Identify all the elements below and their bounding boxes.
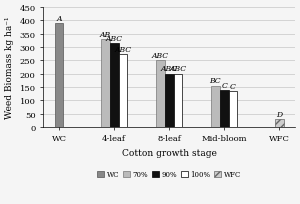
Text: BC: BC xyxy=(210,77,221,85)
Bar xyxy=(165,74,174,127)
Legend: WC, 70%, 90%, 100%, WFC: WC, 70%, 90%, 100%, WFC xyxy=(94,167,244,181)
X-axis label: Cotton growth stage: Cotton growth stage xyxy=(122,148,217,157)
Bar xyxy=(101,40,110,127)
Bar xyxy=(118,55,127,127)
Text: ABC: ABC xyxy=(114,46,131,54)
Text: A: A xyxy=(56,14,62,22)
Text: ABC: ABC xyxy=(152,52,169,60)
Bar xyxy=(275,119,284,127)
Bar xyxy=(174,74,182,127)
Y-axis label: Weed Biomass kg ha⁻¹: Weed Biomass kg ha⁻¹ xyxy=(5,17,14,119)
Text: ABC: ABC xyxy=(106,34,123,42)
Bar xyxy=(229,91,237,127)
Text: AB: AB xyxy=(100,30,111,38)
Bar xyxy=(156,61,165,127)
Bar xyxy=(220,91,229,127)
Text: ABC: ABC xyxy=(169,65,187,73)
Text: D: D xyxy=(276,110,282,118)
Bar xyxy=(211,86,220,127)
Text: C: C xyxy=(230,82,236,90)
Bar xyxy=(110,44,118,127)
Text: C: C xyxy=(221,81,227,89)
Text: ABC: ABC xyxy=(160,65,178,73)
Bar xyxy=(55,24,63,127)
